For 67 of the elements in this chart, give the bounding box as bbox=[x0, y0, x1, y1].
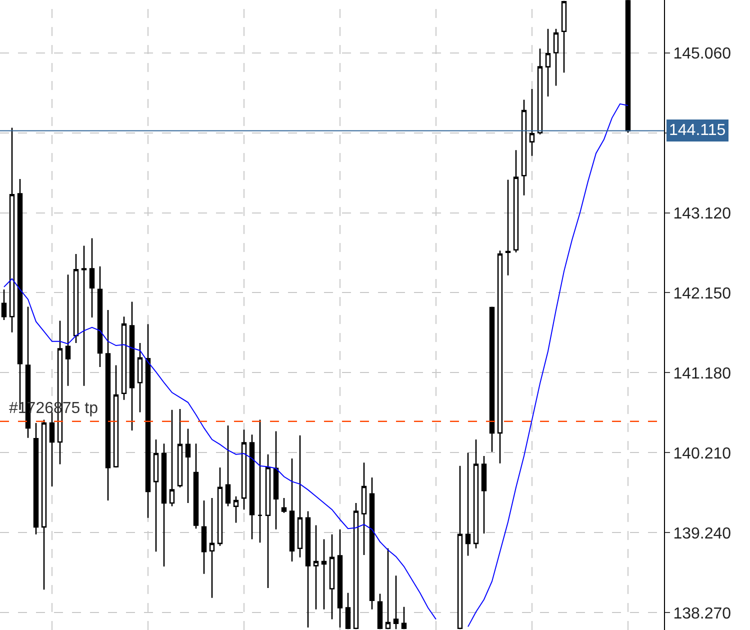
candlestick bbox=[145, 323, 151, 518]
candlestick bbox=[65, 274, 71, 387]
candlestick bbox=[337, 528, 343, 628]
y-tick-label: 138.270 bbox=[673, 605, 732, 622]
candlestick bbox=[321, 538, 327, 610]
candlestick bbox=[233, 496, 239, 524]
candlestick bbox=[193, 442, 199, 530]
candlestick bbox=[137, 342, 143, 413]
candlestick bbox=[265, 454, 271, 589]
candlestick bbox=[41, 419, 47, 590]
candlestick bbox=[489, 306, 495, 453]
candlestick bbox=[225, 424, 231, 507]
candlestick bbox=[169, 409, 175, 507]
candlestick bbox=[281, 497, 287, 514]
candlestick bbox=[465, 452, 471, 556]
candlestick bbox=[529, 88, 535, 156]
candlestick bbox=[241, 428, 247, 510]
candlestick bbox=[73, 253, 79, 344]
candlestick bbox=[113, 364, 119, 468]
candlestick bbox=[401, 606, 407, 630]
y-tick-label: 143.120 bbox=[673, 205, 732, 222]
candlestick bbox=[361, 462, 367, 556]
candlestick bbox=[177, 408, 183, 488]
candlestick bbox=[49, 412, 55, 488]
candlestick bbox=[297, 434, 303, 558]
candlestick bbox=[257, 419, 263, 544]
candlestick bbox=[217, 466, 223, 547]
candlestick bbox=[313, 524, 319, 610]
candlestick bbox=[473, 438, 479, 550]
candlestick bbox=[545, 28, 551, 98]
candlestick bbox=[129, 301, 135, 432]
y-tick-label: 140.210 bbox=[673, 445, 732, 462]
y-tick-label: 139.240 bbox=[673, 525, 732, 542]
candlestick bbox=[121, 316, 127, 401]
candlestick bbox=[81, 245, 87, 387]
candlestick bbox=[105, 309, 111, 502]
candlestick bbox=[185, 428, 191, 504]
candlestick bbox=[33, 422, 39, 535]
candlestick bbox=[369, 476, 375, 610]
candlestick bbox=[481, 455, 487, 534]
candlestick bbox=[553, 28, 559, 86]
y-tick-label: 142.150 bbox=[673, 285, 732, 302]
y-tick-label: 145.060 bbox=[673, 45, 732, 62]
candlestick bbox=[249, 434, 255, 540]
ref-line-label: 144.115 bbox=[669, 122, 726, 139]
candlestick bbox=[305, 510, 311, 628]
candlestick bbox=[201, 500, 207, 575]
candlestick bbox=[377, 593, 383, 630]
candlestick bbox=[497, 250, 503, 464]
candlestick bbox=[393, 574, 399, 630]
candlestick bbox=[97, 266, 103, 368]
candlestick bbox=[505, 179, 511, 276]
candlestick bbox=[273, 430, 279, 530]
candlestick bbox=[9, 127, 15, 333]
candlestick bbox=[1, 288, 7, 321]
candlestick bbox=[161, 442, 167, 568]
candlestick bbox=[153, 438, 159, 552]
y-tick-label: 141.180 bbox=[673, 365, 732, 382]
candlestick bbox=[345, 592, 351, 630]
candlestick bbox=[209, 497, 215, 598]
candlestick bbox=[521, 99, 527, 196]
candlestick bbox=[89, 238, 95, 318]
candlestick bbox=[513, 149, 519, 253]
candlestick bbox=[537, 48, 543, 136]
candlestick bbox=[625, 0, 631, 134]
candlestick bbox=[289, 458, 295, 562]
candlestick bbox=[329, 534, 335, 620]
